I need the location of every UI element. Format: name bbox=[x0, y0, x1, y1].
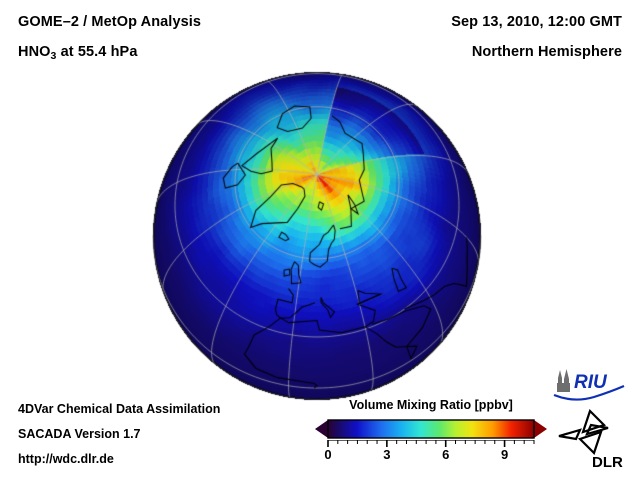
dlr-wordmark: DLR bbox=[592, 454, 623, 470]
species-subscript: 3 bbox=[50, 50, 57, 62]
colorbar-tick-labels: 0 3 6 9 bbox=[312, 447, 550, 467]
colorbar-bar bbox=[327, 419, 535, 439]
riu-logo: RIU bbox=[553, 369, 625, 401]
colorbar-ticks bbox=[327, 440, 535, 447]
colorbar-title: Volume Mixing Ratio [ppbv] bbox=[349, 398, 513, 412]
colorbar-gradient-svg bbox=[315, 419, 547, 439]
globe-map bbox=[152, 71, 482, 401]
hemisphere-label: Northern Hemisphere bbox=[471, 44, 622, 60]
logo-group: RIU DLR bbox=[548, 366, 636, 474]
cathedral-icon bbox=[557, 369, 570, 392]
colorbar-tick-label: 0 bbox=[324, 447, 332, 462]
pressure-level: at 55.4 hPa bbox=[56, 44, 138, 60]
method-label: 4DVar Chemical Data Assimilation bbox=[18, 402, 221, 416]
page-title: GOME–2 / MetOp Analysis bbox=[18, 14, 202, 30]
riu-swoosh-icon bbox=[553, 384, 625, 401]
orthographic-globe-canvas bbox=[152, 71, 482, 401]
colorbar-tick-label: 9 bbox=[500, 447, 509, 462]
dlr-logo: DLR bbox=[558, 408, 623, 470]
species-level-label: HNO3 at 55.4 hPa bbox=[18, 44, 137, 62]
colorbar-gradient bbox=[312, 418, 550, 440]
dlr-bird-icon bbox=[558, 408, 609, 456]
riu-wordmark: RIU bbox=[574, 372, 608, 393]
colorbar-tick-label: 6 bbox=[442, 447, 450, 462]
version-label: SACADA Version 1.7 bbox=[18, 427, 141, 441]
colorbar-tick-label: 3 bbox=[383, 447, 391, 462]
colorbar-legend: Volume Mixing Ratio [ppbv] 0 3 6 9 bbox=[312, 398, 550, 472]
source-url-label[interactable]: http://wdc.dlr.de bbox=[18, 452, 114, 466]
colorbar-under-arrow bbox=[315, 420, 328, 438]
timestamp-label: Sep 13, 2010, 12:00 GMT bbox=[451, 14, 622, 30]
species-name: HNO bbox=[18, 44, 51, 60]
colorbar-over-arrow bbox=[534, 420, 547, 438]
